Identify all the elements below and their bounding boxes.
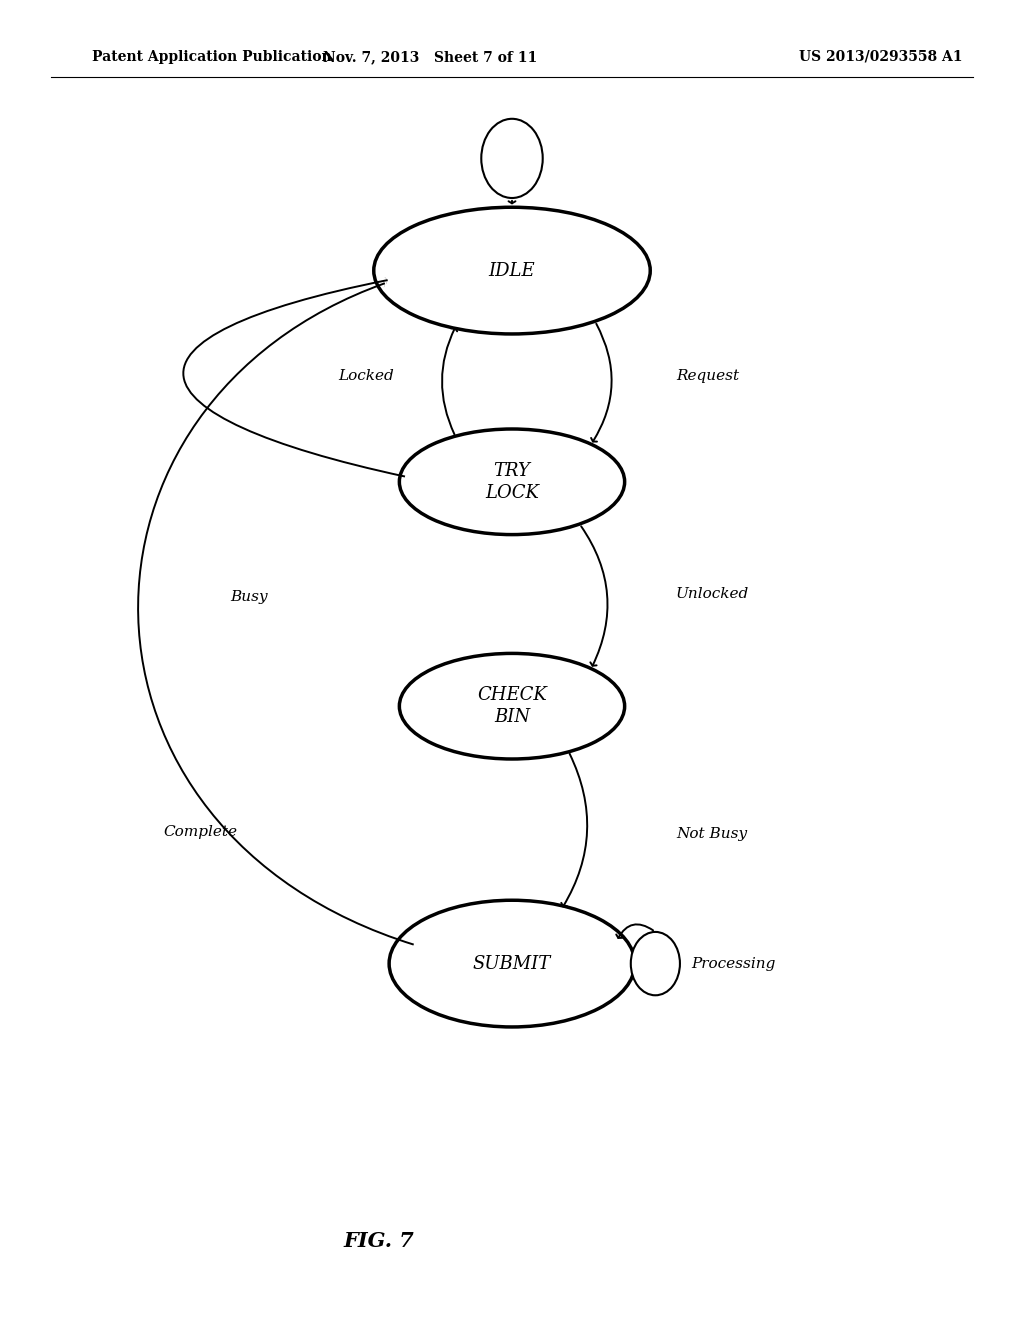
Text: IDLE: IDLE xyxy=(488,261,536,280)
Ellipse shape xyxy=(389,900,635,1027)
Text: Unlocked: Unlocked xyxy=(676,587,750,601)
Ellipse shape xyxy=(399,429,625,535)
Text: CHECK
BIN: CHECK BIN xyxy=(477,686,547,726)
Text: SUBMIT: SUBMIT xyxy=(473,954,551,973)
Text: Locked: Locked xyxy=(338,370,393,383)
Text: US 2013/0293558 A1: US 2013/0293558 A1 xyxy=(799,50,963,63)
Ellipse shape xyxy=(374,207,650,334)
Text: Not Busy: Not Busy xyxy=(676,828,746,841)
Text: Nov. 7, 2013   Sheet 7 of 11: Nov. 7, 2013 Sheet 7 of 11 xyxy=(323,50,538,63)
Text: Complete: Complete xyxy=(164,825,238,838)
Text: TRY
LOCK: TRY LOCK xyxy=(485,462,539,502)
Text: Request: Request xyxy=(676,370,739,383)
Circle shape xyxy=(631,932,680,995)
Circle shape xyxy=(481,119,543,198)
Text: Patent Application Publication: Patent Application Publication xyxy=(92,50,332,63)
Text: Busy: Busy xyxy=(230,590,268,603)
Ellipse shape xyxy=(399,653,625,759)
Text: Processing: Processing xyxy=(691,957,775,970)
Text: FIG. 7: FIG. 7 xyxy=(343,1230,415,1251)
